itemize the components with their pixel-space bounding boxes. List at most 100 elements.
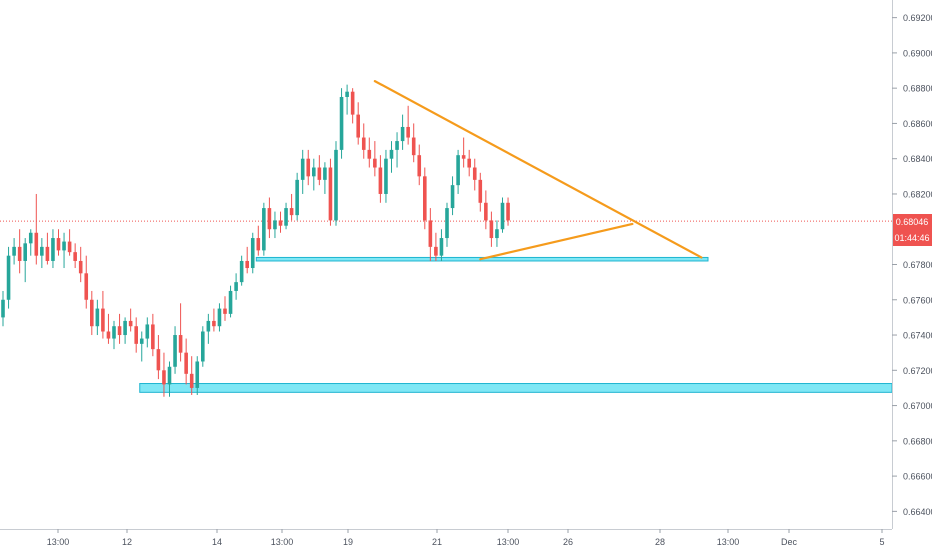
candle[interactable] (189, 356, 194, 395)
candle[interactable] (384, 149, 388, 203)
candle[interactable] (461, 137, 466, 168)
candle[interactable] (434, 232, 438, 261)
candle[interactable] (317, 155, 322, 186)
candle[interactable] (212, 308, 216, 332)
candle[interactable] (84, 255, 89, 309)
candle[interactable] (34, 193, 39, 265)
candle[interactable] (223, 296, 227, 321)
time-axis[interactable]: 13:00 12 14 13:00 19 21 13:00 26 28 13:00 Dec 5 (47, 529, 885, 547)
candle[interactable] (389, 141, 394, 173)
candle[interactable] (12, 238, 16, 265)
candle[interactable] (51, 229, 55, 269)
candle[interactable] (17, 229, 22, 274)
candle[interactable] (145, 317, 150, 348)
candle[interactable] (484, 190, 488, 230)
candle[interactable] (217, 303, 222, 332)
candle[interactable] (267, 197, 272, 239)
candle[interactable] (167, 361, 172, 397)
x-tick-label: 21 (432, 537, 442, 547)
candle[interactable] (6, 246, 11, 309)
candle[interactable] (445, 202, 449, 247)
candle[interactable] (201, 326, 205, 367)
candle[interactable] (450, 176, 455, 216)
candle[interactable] (195, 356, 200, 395)
candle[interactable] (350, 88, 355, 124)
candle[interactable] (472, 158, 477, 191)
candle[interactable] (139, 331, 144, 362)
candle[interactable] (128, 308, 133, 332)
candle[interactable] (506, 197, 510, 226)
candle[interactable] (328, 158, 333, 226)
candle[interactable] (117, 313, 122, 344)
candle[interactable] (151, 313, 155, 357)
candle[interactable] (300, 149, 305, 194)
candle[interactable] (289, 193, 294, 221)
candle[interactable] (23, 238, 27, 283)
candle[interactable] (495, 220, 499, 247)
candle[interactable] (500, 197, 505, 233)
candle[interactable] (478, 172, 483, 212)
candle[interactable] (40, 238, 44, 269)
candle[interactable] (101, 290, 105, 339)
candle[interactable] (1, 290, 5, 327)
candle[interactable] (367, 137, 372, 168)
candle[interactable] (67, 229, 72, 256)
candle[interactable] (62, 232, 66, 269)
candle[interactable] (312, 158, 316, 191)
candle[interactable] (395, 132, 399, 168)
candle[interactable] (245, 246, 249, 274)
candle[interactable] (406, 105, 410, 145)
candle[interactable] (278, 211, 283, 233)
candle[interactable] (356, 102, 360, 145)
candle[interactable] (456, 149, 460, 194)
trendline[interactable] (373, 80, 703, 259)
candle[interactable] (162, 352, 166, 397)
candle[interactable] (489, 211, 494, 247)
candle[interactable] (28, 229, 33, 256)
trendline[interactable] (479, 222, 634, 261)
candle[interactable] (206, 313, 211, 344)
candle[interactable] (90, 290, 94, 336)
current-price-tag (893, 214, 932, 246)
candle[interactable] (284, 202, 288, 230)
candle[interactable] (106, 313, 111, 344)
candle[interactable] (156, 335, 161, 380)
candle[interactable] (439, 229, 444, 261)
candle[interactable] (73, 243, 77, 269)
candle[interactable] (339, 88, 344, 159)
candle[interactable] (178, 303, 183, 362)
candle[interactable] (239, 255, 244, 286)
candle[interactable] (306, 149, 311, 186)
candle[interactable] (184, 338, 188, 385)
candle[interactable] (56, 229, 61, 256)
candle[interactable] (95, 299, 100, 336)
candle[interactable] (378, 155, 383, 203)
candle[interactable] (417, 144, 422, 186)
candle[interactable] (228, 285, 233, 318)
candle[interactable] (78, 246, 83, 283)
candle[interactable] (45, 232, 50, 265)
candle[interactable] (345, 84, 349, 115)
candle[interactable] (400, 114, 405, 150)
candle[interactable] (134, 317, 138, 353)
candle[interactable] (334, 141, 338, 226)
candle[interactable] (173, 326, 177, 374)
candle[interactable] (361, 123, 366, 159)
candle[interactable] (273, 211, 277, 239)
candle[interactable] (234, 273, 238, 300)
candle[interactable] (295, 172, 299, 221)
candle[interactable] (262, 202, 266, 256)
candle[interactable] (423, 167, 427, 230)
candle[interactable] (411, 123, 416, 163)
candle[interactable] (250, 232, 255, 274)
candle[interactable] (428, 208, 433, 261)
candle[interactable] (323, 162, 327, 194)
candle[interactable] (467, 149, 471, 177)
candle[interactable] (256, 225, 261, 256)
candle[interactable] (112, 320, 116, 350)
candle[interactable] (123, 317, 127, 344)
candle[interactable] (373, 141, 377, 177)
support-zone[interactable] (139, 383, 893, 393)
